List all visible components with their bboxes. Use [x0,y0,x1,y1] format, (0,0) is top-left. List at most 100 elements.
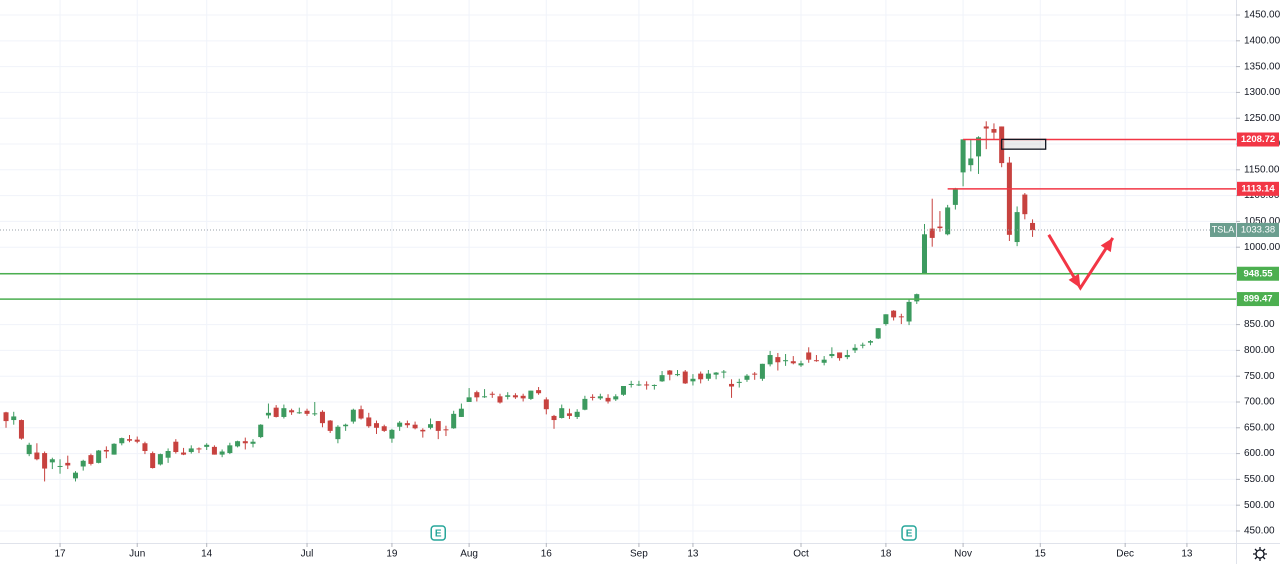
candle-body [11,416,17,421]
candle-body [57,465,63,467]
x-tick-label: 14 [201,549,213,560]
candle-body [312,413,318,415]
candle-body [628,383,634,385]
candle-body [204,444,210,447]
candle-body [265,412,271,416]
candle-body [3,412,9,422]
candle-body [157,454,163,465]
level-label-bg [1237,181,1279,196]
last-price-label-bg [1237,222,1279,237]
candle-body [659,375,665,382]
level-label-bg [1237,292,1279,307]
candle-body [713,372,719,375]
candle-body [474,392,480,398]
y-tick-label: 1350.00 [1244,61,1280,72]
candle-body [219,451,225,455]
candle-body [983,126,989,129]
x-tick-label: Aug [460,549,478,560]
earnings-label: E [906,529,913,540]
candle-body [906,301,912,322]
symbol-label: TSLA [1212,224,1235,234]
y-tick-label: 1050.00 [1244,216,1280,227]
candle-body [458,408,464,417]
candle-body [844,355,850,358]
candle-body [18,420,24,439]
candle-body [852,347,858,351]
candle-body [875,328,881,339]
candle-body [829,354,835,357]
candle-body [273,407,279,417]
candle-body [142,443,148,452]
last-price-label: 1033.38 [1241,224,1275,235]
axes: 450.00 500.00 550.00 600.00 650.00 700.00 750.… [54,10,1280,560]
candle-body [404,423,410,426]
candle-body [536,390,542,394]
y-tick-label: 1150.00 [1244,164,1280,175]
level-label-bg [1237,266,1279,281]
candle-body [976,137,982,157]
candle-body [705,373,711,379]
y-tick-label: 550.00 [1244,474,1275,485]
y-tick-label: 650.00 [1244,422,1275,433]
candle-body [250,441,256,444]
candle-body [443,429,449,431]
candle-body [188,448,194,453]
y-tick-label: 1450.00 [1244,10,1280,21]
candle-body [520,395,526,399]
gear-teeth[interactable] [1253,547,1267,561]
candle-body [582,398,588,410]
candle-body [366,417,372,427]
candle-body [644,384,650,386]
candle-body [296,412,302,414]
x-tick-label: 13 [1181,549,1193,560]
candle-body [744,375,750,380]
candle-body [1006,162,1012,235]
x-tick-label: 13 [687,549,699,560]
x-tick-label: 17 [54,549,66,560]
candle-body [150,453,156,469]
candle-body [806,352,812,360]
candle-body [343,424,349,427]
candle-body [613,396,619,400]
candle-body [837,352,843,359]
level-label: 1208.72 [1241,134,1275,145]
candle-body [620,385,626,395]
candle-body [335,426,341,440]
candle-body [651,384,657,386]
candles [3,121,1036,482]
candle-body [1022,194,1028,215]
candle-body [590,396,596,398]
candle-body [482,396,488,398]
candle-body [821,359,827,363]
level-label: 1113.14 [1241,183,1275,194]
candle-body [420,429,426,432]
y-tick-label: 750.00 [1244,371,1275,382]
candle-body [466,397,472,402]
x-tick-label: Jun [129,549,145,560]
candle-body [543,399,549,410]
candle-body [72,472,78,479]
symbol-label-bg [1210,222,1236,237]
candle-body [968,158,974,166]
y-tick-label: 1400.00 [1244,35,1280,46]
candle-body [242,441,248,444]
candle-body [134,439,140,442]
earnings-label: E [435,529,442,540]
candle-body [898,316,904,318]
candle-body [551,415,557,421]
candle-body [111,443,117,455]
candle-body [227,445,233,454]
candle-body [559,408,565,418]
candle-body [34,452,40,460]
candle-body [775,357,781,363]
candle-body [65,462,71,466]
candle-body [945,207,951,235]
candle-body [88,455,94,464]
y-tick-label: 800.00 [1244,345,1275,356]
candle-body [304,410,310,414]
level-label: 899.47 [1243,294,1272,305]
arrow-head [1100,237,1113,253]
settings-icon[interactable] [1253,547,1267,561]
